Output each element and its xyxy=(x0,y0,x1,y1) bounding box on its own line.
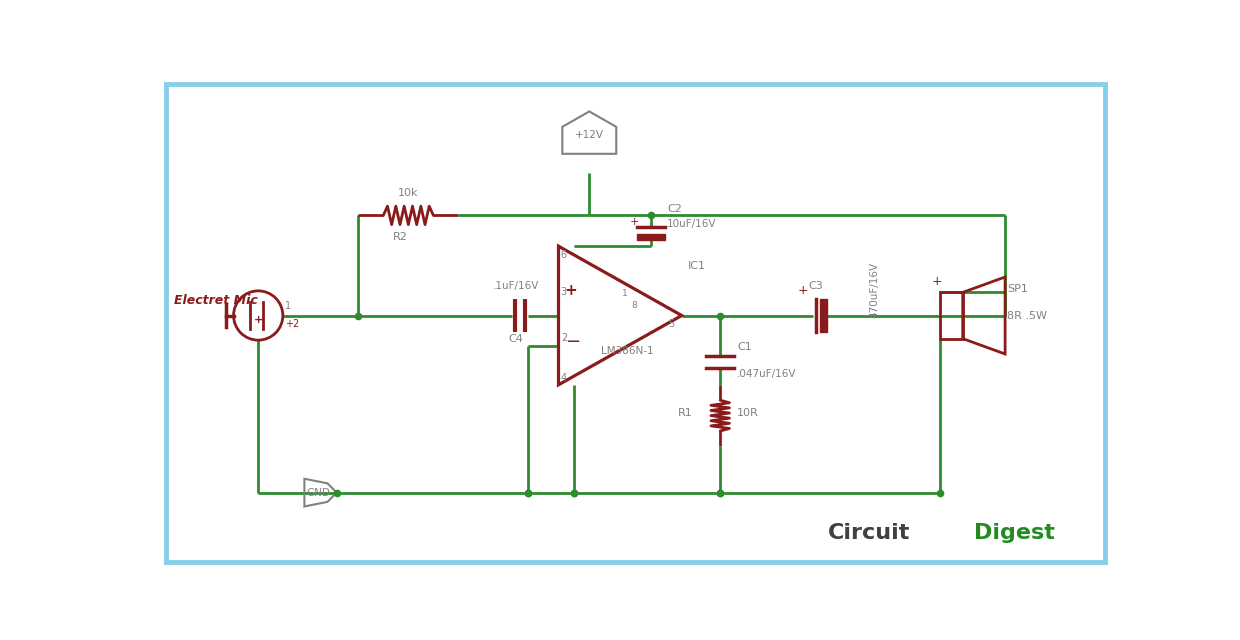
Text: GND: GND xyxy=(306,488,330,498)
Text: Electret Mic: Electret Mic xyxy=(174,294,257,307)
Text: C2: C2 xyxy=(667,204,682,214)
Text: 5: 5 xyxy=(668,319,675,329)
Bar xyxy=(637,234,665,240)
Text: C4: C4 xyxy=(508,335,523,344)
Text: R2: R2 xyxy=(393,232,408,242)
Text: +: + xyxy=(932,275,942,288)
Text: +: + xyxy=(630,216,639,227)
Text: 6: 6 xyxy=(560,250,567,260)
Text: 470uF/16V: 470uF/16V xyxy=(869,262,879,317)
Text: SP1: SP1 xyxy=(1007,284,1028,294)
Text: +2: +2 xyxy=(285,319,299,329)
Bar xyxy=(821,298,827,332)
Text: +12V: +12V xyxy=(575,129,604,140)
Text: +: + xyxy=(254,315,264,325)
Text: LM386N-1: LM386N-1 xyxy=(601,346,655,356)
Text: R1: R1 xyxy=(678,408,693,417)
Text: 10uF/16V: 10uF/16V xyxy=(667,219,717,229)
Text: IC1: IC1 xyxy=(688,261,706,271)
Text: +: + xyxy=(564,283,578,298)
Text: +: + xyxy=(797,284,807,297)
Text: Digest: Digest xyxy=(975,523,1055,543)
Text: 3: 3 xyxy=(560,287,567,297)
Text: C3: C3 xyxy=(808,280,823,291)
Text: .047uF/16V: .047uF/16V xyxy=(737,369,796,379)
Text: .1uF/16V: .1uF/16V xyxy=(494,280,539,291)
Text: C1: C1 xyxy=(737,342,751,352)
Text: 8: 8 xyxy=(631,301,637,310)
Text: 10k: 10k xyxy=(398,188,419,198)
Text: 1: 1 xyxy=(621,289,627,298)
Text: Circuit: Circuit xyxy=(828,523,910,543)
Text: 4: 4 xyxy=(560,373,567,383)
Text: 8R .5W: 8R .5W xyxy=(1007,311,1048,321)
Text: 1: 1 xyxy=(285,301,291,311)
Bar xyxy=(940,292,962,339)
Text: −: − xyxy=(564,333,580,351)
Text: 2: 2 xyxy=(560,333,567,343)
Text: 10R: 10R xyxy=(737,408,759,417)
